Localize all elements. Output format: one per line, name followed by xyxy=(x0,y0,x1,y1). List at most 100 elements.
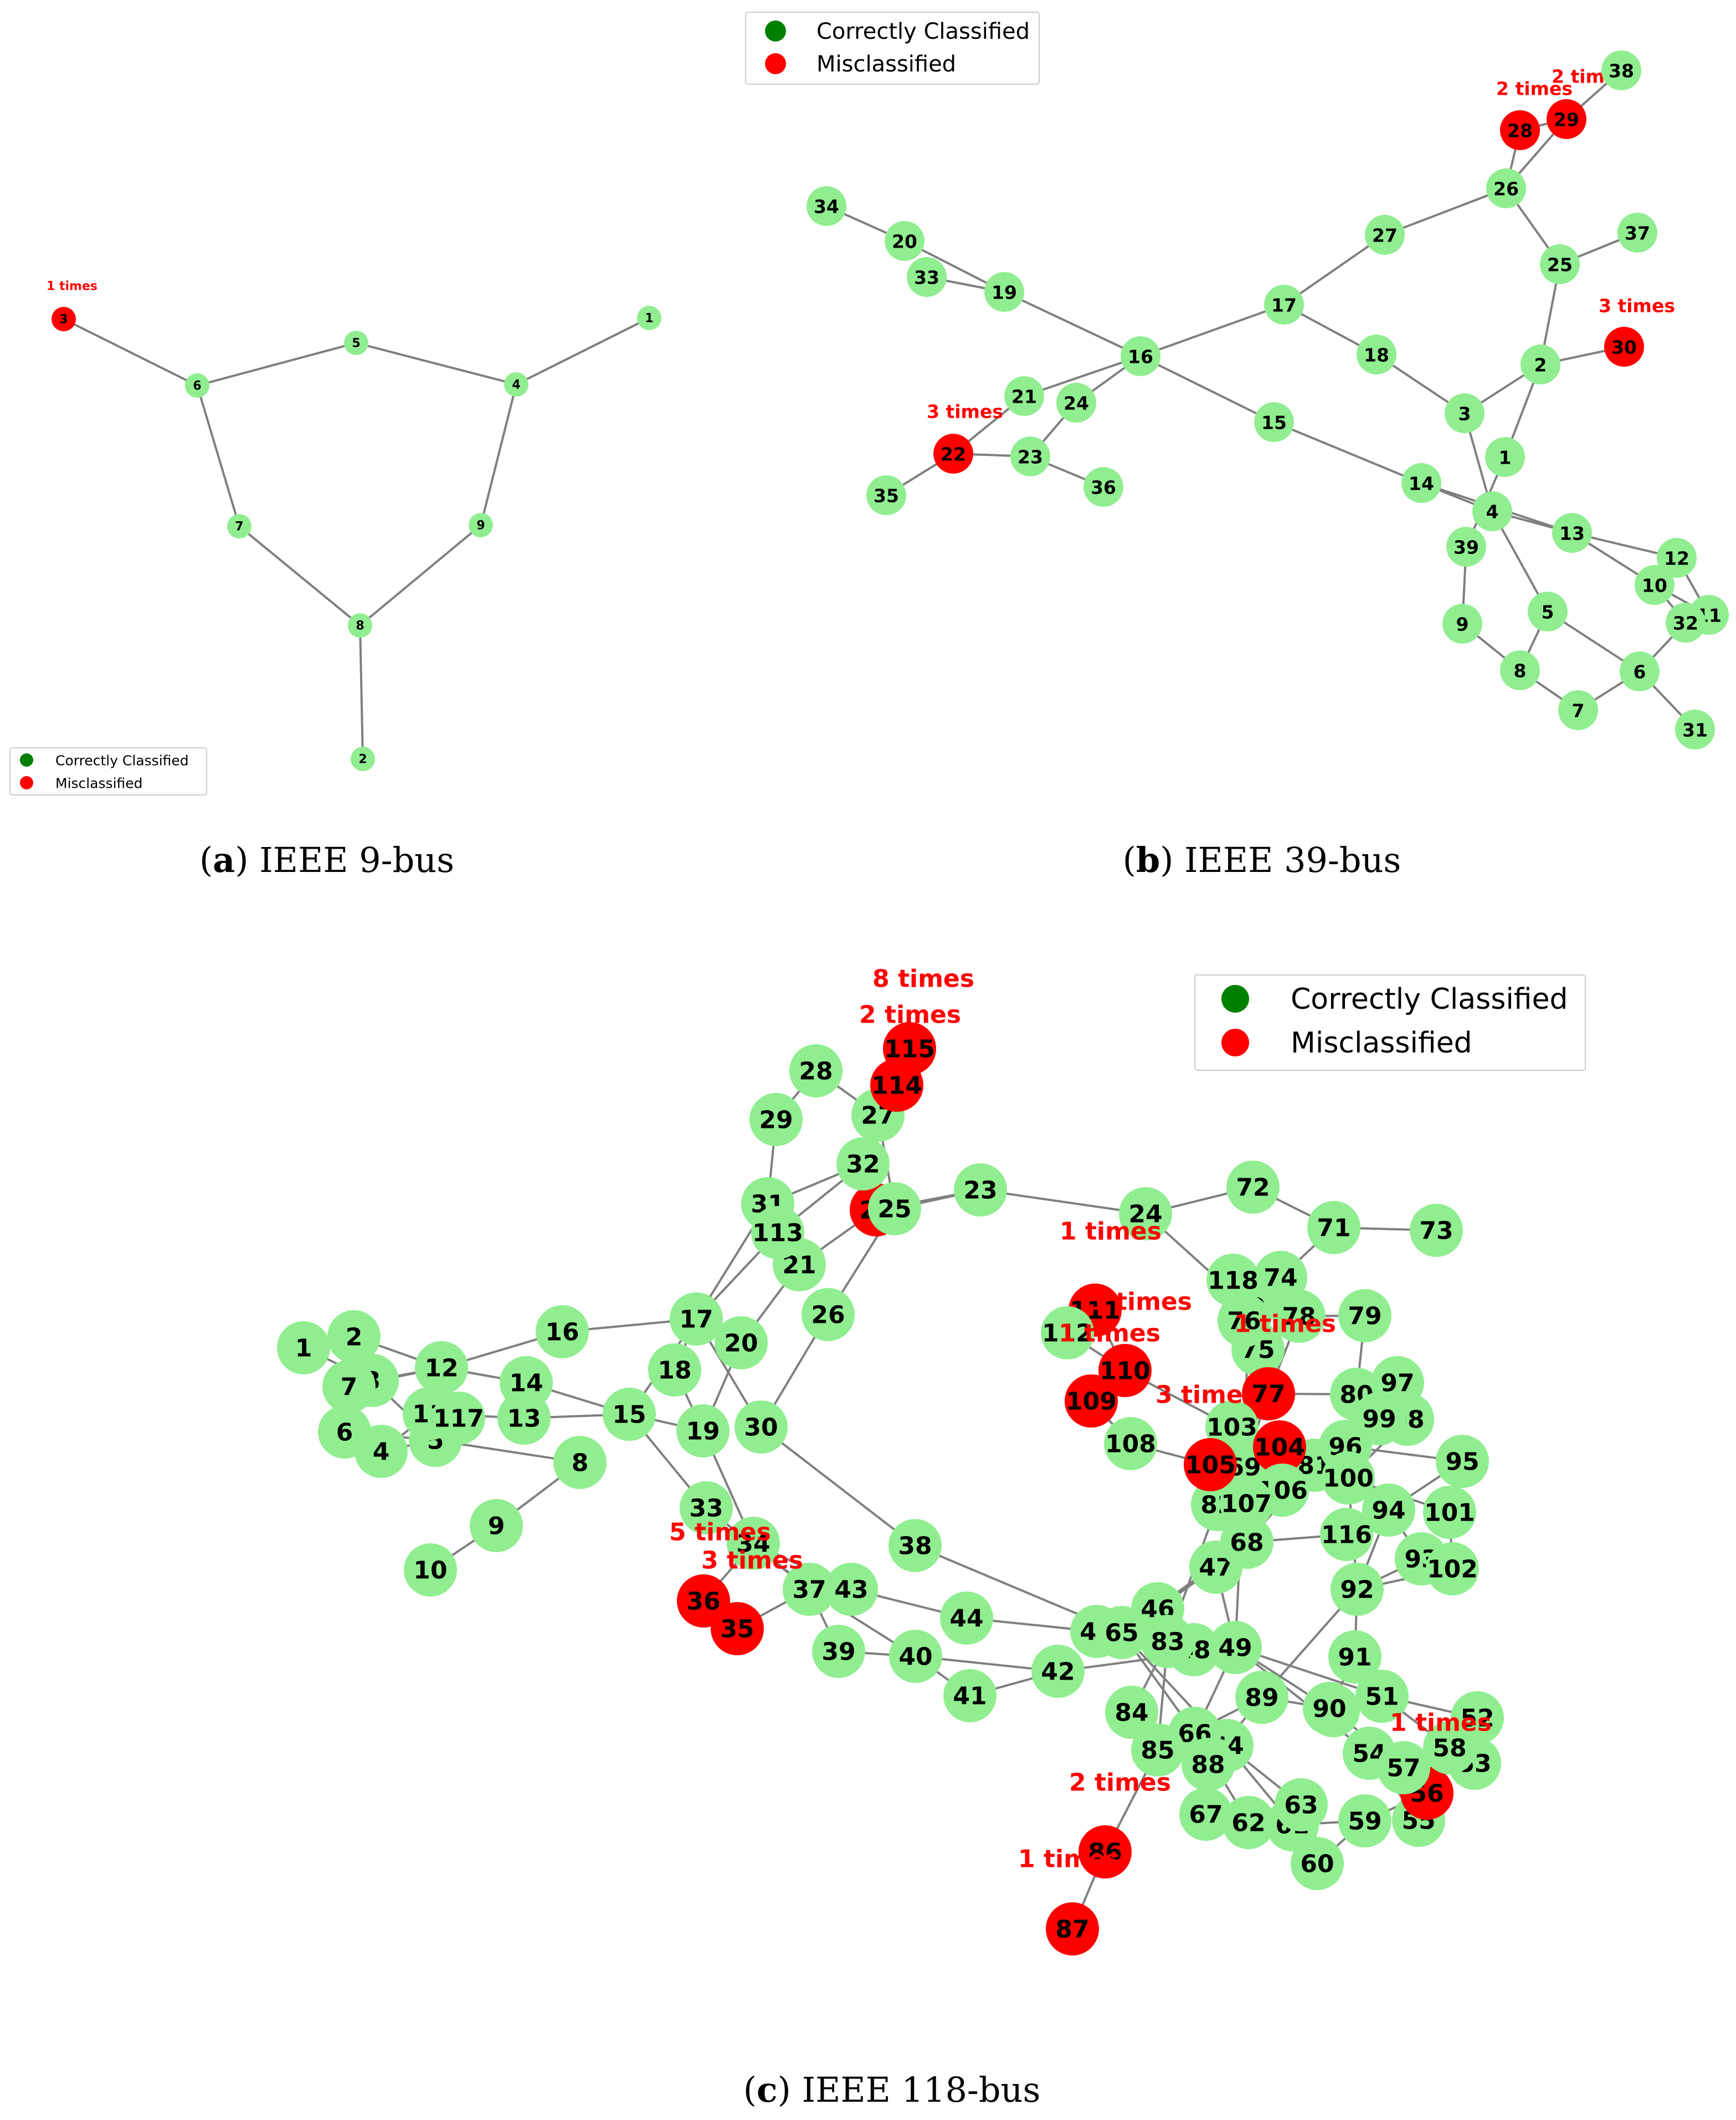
panel-c-node-118-label: 118 xyxy=(1208,1267,1259,1295)
panel-c-node-95: 95 xyxy=(1436,1435,1489,1488)
panel-b-node-4: 4 xyxy=(1472,491,1512,531)
panel-c-node-49: 49 xyxy=(1209,1621,1262,1674)
panel-c-node-36-label: 36 xyxy=(686,1588,720,1616)
panel-b-legend-correct-label: Correctly Classified xyxy=(816,19,1030,44)
panel-b-node-35: 35 xyxy=(866,475,906,515)
panel-c-node-73-marker xyxy=(1410,1204,1463,1257)
panel-b-node-21: 21 xyxy=(1004,376,1044,416)
panel-b-node-34: 34 xyxy=(807,186,846,226)
panel-b-node-8-marker xyxy=(1500,650,1540,690)
panel-b-node-6: 6 xyxy=(1620,651,1660,691)
panel-c-node-118-marker xyxy=(1206,1254,1260,1307)
panel-c-node-18-label: 18 xyxy=(658,1357,691,1385)
panel-c-caption: (c) IEEE 118-bus xyxy=(743,2070,1041,2110)
panel-c-node-2-marker xyxy=(327,1310,381,1363)
panel-c-node-115-label: 115 xyxy=(884,1035,935,1064)
panel-b-node-27: 27 xyxy=(1365,215,1405,255)
panel-c-node-57-marker xyxy=(1377,1741,1430,1794)
panel-c-node-16-label: 16 xyxy=(545,1318,579,1347)
panel-c-node-40-label: 40 xyxy=(898,1643,932,1671)
panel-c-node-102: 102 xyxy=(1426,1542,1479,1595)
panel-a-caption-text: IEEE 9-bus xyxy=(259,840,454,880)
panel-c-node-67-label: 67 xyxy=(1189,1801,1223,1829)
panel-c-node-57-label: 57 xyxy=(1386,1754,1420,1783)
panel-a-node-1: 1 xyxy=(637,306,661,330)
panel-c-node-108: 108 xyxy=(1104,1417,1157,1470)
panel-a-node-3-count: 1 times xyxy=(47,280,97,294)
panel-b-node-2-label: 2 xyxy=(1534,355,1547,376)
panel-c-node-57: 57 xyxy=(1377,1741,1430,1794)
panel-c-node-42-marker xyxy=(1031,1645,1085,1698)
panel-c-node-63-marker xyxy=(1275,1778,1328,1831)
panel-a-node-8: 8 xyxy=(348,613,372,638)
panel-b-edge-19-16 xyxy=(1004,291,1141,357)
panel-c-node-20-marker xyxy=(715,1316,768,1369)
panel-c-legend-correct-marker xyxy=(1221,985,1249,1013)
panel-a-legend-mis-marker xyxy=(20,776,33,789)
panel-a-node-6-label: 6 xyxy=(193,379,201,393)
panel-c-node-109-label: 109 xyxy=(1066,1388,1117,1416)
panel-c-node-110-marker xyxy=(1098,1344,1152,1397)
panel-c-edge-23-24 xyxy=(980,1189,1146,1215)
panel-b-caption-letter: b xyxy=(1136,840,1160,880)
panel-a-caption: (a) IEEE 9-bus xyxy=(199,840,454,880)
panel-a-edge-7-8 xyxy=(238,525,361,627)
panel-b-node-24: 24 xyxy=(1056,383,1096,423)
panel-a-edge-8-2 xyxy=(359,625,364,759)
panel-c-node-38-marker xyxy=(888,1519,942,1572)
panel-c-node-91-label: 91 xyxy=(1338,1644,1372,1672)
panel-c-node-19-marker xyxy=(676,1404,730,1457)
panel-c-node-6-label: 6 xyxy=(336,1419,353,1447)
panel-a-nodes: 1 2 3 4 5 6 7 8 9 xyxy=(52,306,661,771)
panel-b-node-38-label: 38 xyxy=(1609,60,1634,82)
panel-c-node-99-marker xyxy=(1353,1392,1406,1445)
panel-c-node-94-label: 94 xyxy=(1372,1497,1405,1525)
panel-c-legend-correct-label: Correctly Classified xyxy=(1291,983,1568,1016)
panel-c-node-86: 86 xyxy=(1078,1825,1132,1878)
panel-b-node-39: 39 xyxy=(1446,527,1486,567)
panel-b-node-7: 7 xyxy=(1558,690,1598,730)
panel-b-node-31-marker xyxy=(1675,710,1715,750)
panel-c-node-25-marker xyxy=(868,1182,921,1235)
panel-c-node-10: 10 xyxy=(404,1543,457,1597)
panel-a-legend-mis-label: Misclassified xyxy=(55,776,143,792)
panel-c-node-39-label: 39 xyxy=(821,1638,855,1666)
panel-a-edge-6-5 xyxy=(197,342,357,387)
panel-c-node-68-label: 68 xyxy=(1230,1529,1264,1557)
panel-c-node-42: 42 xyxy=(1031,1645,1085,1698)
panel-c-node-43-label: 43 xyxy=(834,1576,868,1604)
panel-c-node-114-count: 2 times xyxy=(859,1001,961,1029)
panel-c-node-68-marker xyxy=(1220,1516,1273,1569)
panel-c-node-86-label: 86 xyxy=(1088,1839,1122,1867)
panel-c-node-62: 62 xyxy=(1222,1796,1275,1849)
panel-b-node-30-label: 30 xyxy=(1611,337,1637,358)
panel-b-node-31-label: 31 xyxy=(1682,720,1708,741)
panel-c-node-78-label: 78 xyxy=(1282,1303,1316,1331)
panel-c-node-58-label: 58 xyxy=(1432,1734,1466,1763)
panel-b-node-25: 25 xyxy=(1540,244,1580,284)
panel-c-node-79-marker xyxy=(1338,1289,1391,1342)
panel-c-node-87-label: 87 xyxy=(1055,1916,1089,1944)
panel-b-node-32-label: 32 xyxy=(1673,613,1698,634)
panel-b-node-24-marker xyxy=(1056,383,1096,423)
panel-c-node-49-label: 49 xyxy=(1218,1634,1252,1662)
panel-c-node-26-label: 26 xyxy=(811,1301,845,1330)
panel-c-node-17-marker xyxy=(670,1292,723,1346)
panel-a-9-bus: 1 times 1 2 3 4 5 6 7 8 9 Correctly Classified M… xyxy=(9,280,661,880)
panel-c-node-25-label: 25 xyxy=(877,1195,911,1224)
panel-c-node-83: 83 xyxy=(1141,1615,1194,1668)
panel-c-node-13-label: 13 xyxy=(507,1405,541,1433)
panel-c-node-92: 92 xyxy=(1331,1563,1384,1616)
panel-c-node-43: 43 xyxy=(825,1563,878,1616)
panel-c-node-72-marker xyxy=(1226,1161,1280,1214)
panel-c-node-107: 107 xyxy=(1220,1477,1273,1530)
panel-c-node-28-marker xyxy=(789,1044,843,1097)
panel-c-node-85-label: 85 xyxy=(1141,1737,1174,1765)
panel-b-node-1-marker xyxy=(1485,437,1525,477)
panel-c-caption-letter: c xyxy=(757,2070,778,2110)
panel-c-node-37-label: 37 xyxy=(792,1576,826,1604)
panel-c-node-8: 8 xyxy=(553,1436,607,1489)
panel-c-node-43-marker xyxy=(825,1563,878,1616)
panel-c-node-37: 37 xyxy=(783,1563,836,1616)
